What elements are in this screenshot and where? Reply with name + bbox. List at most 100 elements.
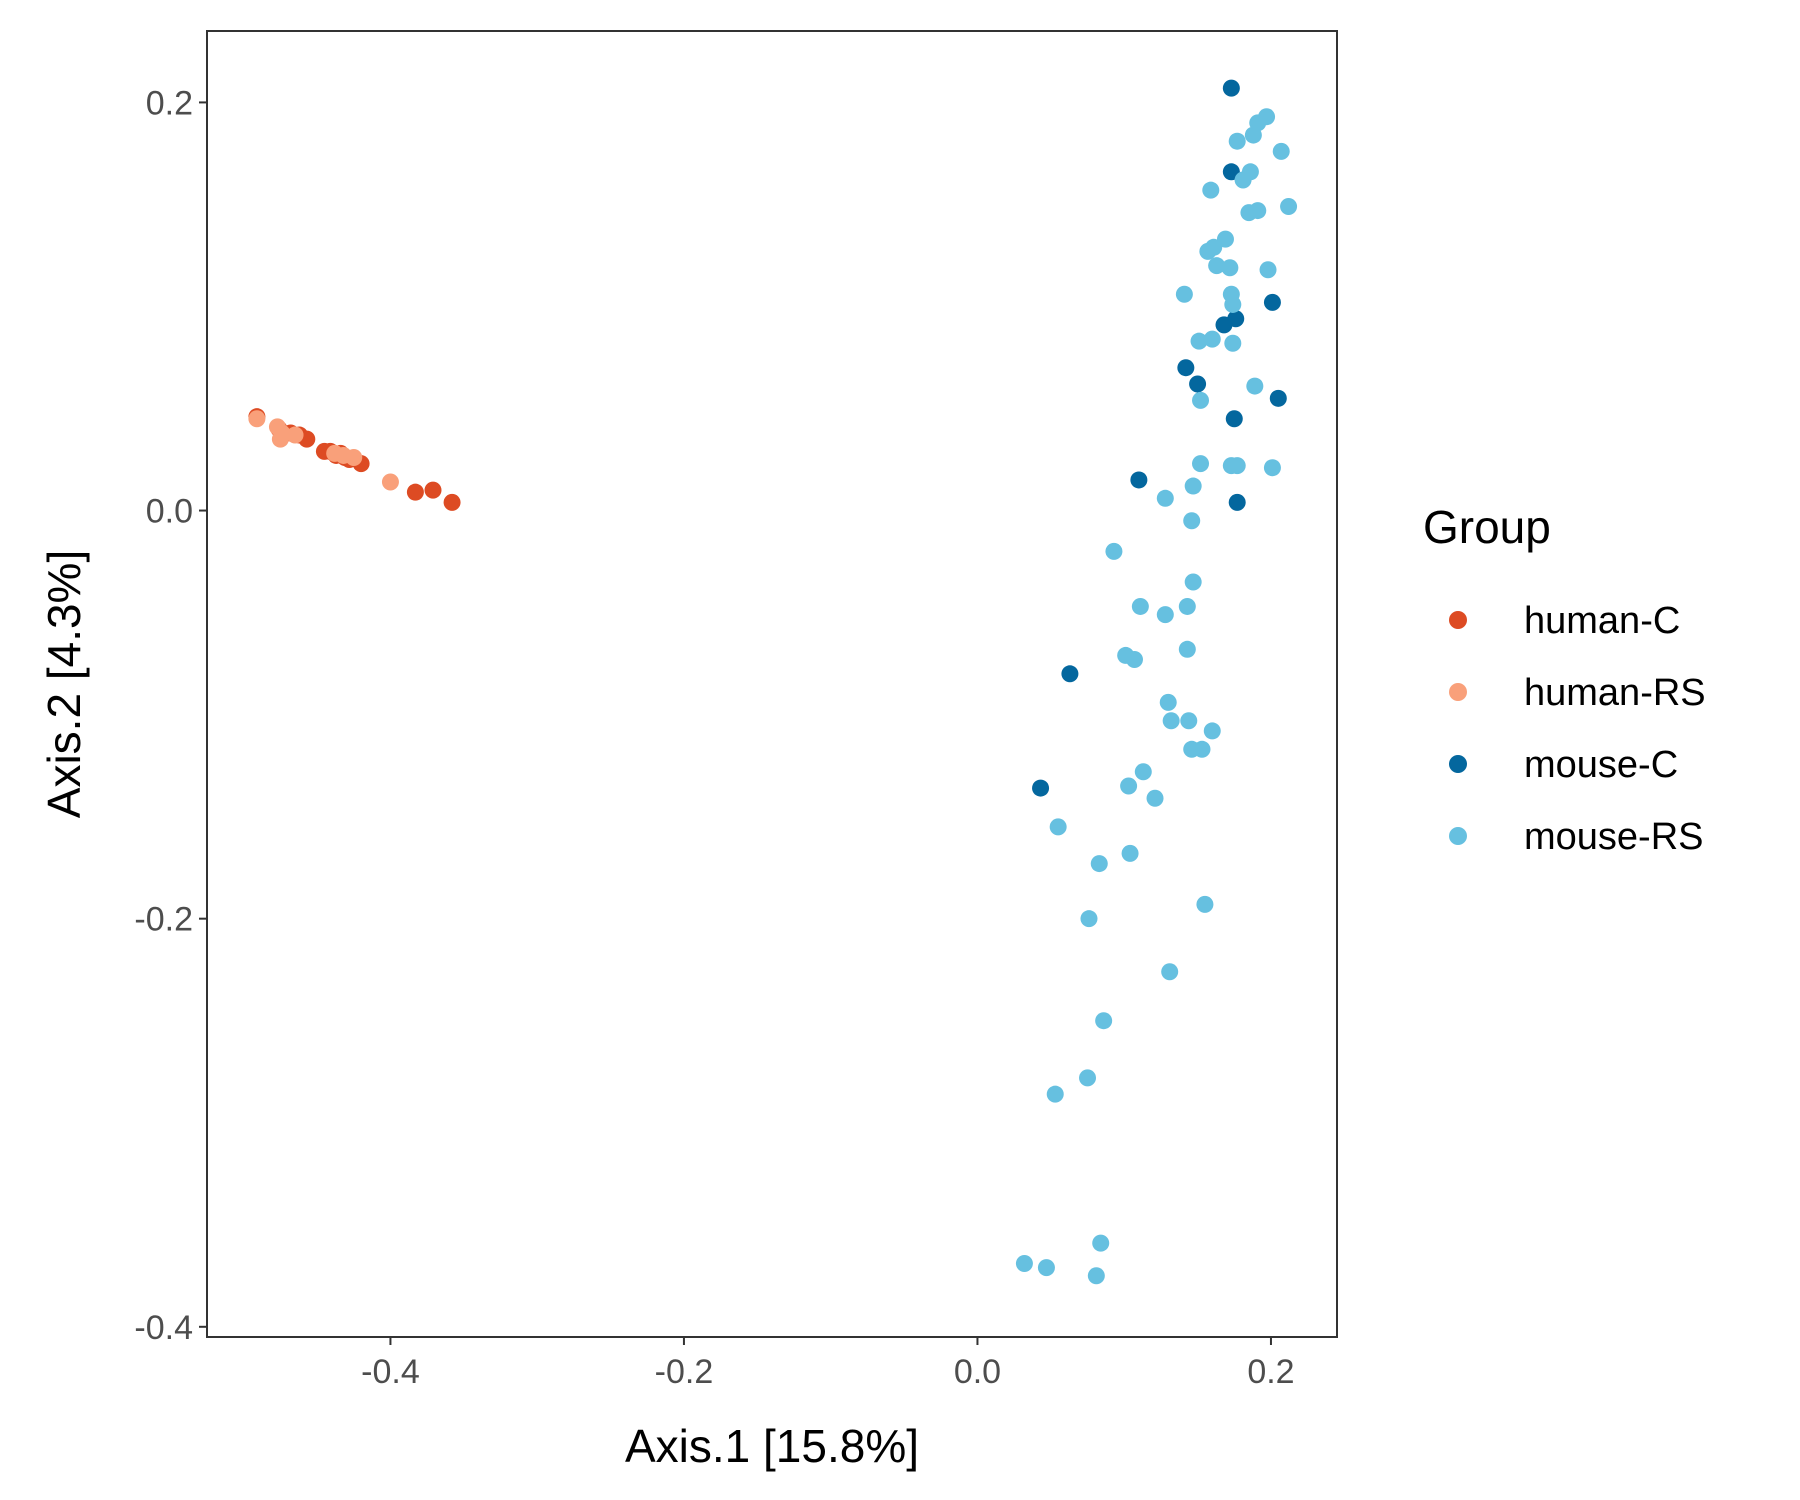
legend: Group human-C human-RS mouse-C mouse-RS bbox=[1423, 501, 1706, 858]
data-point-mouse-RS bbox=[1199, 242, 1217, 260]
data-point-mouse-RS bbox=[1221, 259, 1239, 277]
y-tick-label: -0.4 bbox=[134, 1309, 193, 1347]
data-point-mouse-RS bbox=[1046, 1085, 1064, 1103]
legend-label: human-C bbox=[1524, 600, 1680, 642]
data-point-mouse-RS bbox=[1202, 181, 1220, 199]
legend-key-human-RS bbox=[1449, 683, 1467, 701]
data-point-mouse-RS bbox=[1131, 597, 1149, 615]
legend-label: mouse-C bbox=[1524, 744, 1678, 786]
legend-item-mouse-RS: mouse-RS bbox=[1449, 816, 1704, 858]
data-point-mouse-RS bbox=[1193, 740, 1211, 758]
data-point-mouse-RS bbox=[1184, 573, 1202, 591]
data-point-mouse-RS bbox=[1146, 789, 1164, 807]
y-axis-title: Axis.2 [4.3%] bbox=[38, 550, 90, 818]
data-point-mouse-RS bbox=[1092, 1234, 1110, 1252]
data-point-mouse-RS bbox=[1090, 855, 1108, 873]
x-axis-title: Axis.1 [15.8%] bbox=[625, 1420, 919, 1472]
x-tick-label: -0.2 bbox=[655, 1353, 714, 1391]
data-point-mouse-RS bbox=[1196, 895, 1214, 913]
data-point-mouse-C bbox=[1222, 79, 1240, 97]
data-point-mouse-RS bbox=[1224, 295, 1242, 313]
legend-key-mouse-RS bbox=[1449, 827, 1467, 845]
data-point-mouse-RS bbox=[1244, 126, 1262, 144]
legend-label: mouse-RS bbox=[1524, 816, 1704, 858]
series-mouse-RS bbox=[1015, 108, 1298, 1285]
data-point-mouse-RS bbox=[1192, 391, 1210, 409]
data-point-mouse-RS bbox=[1159, 693, 1177, 711]
legend-title: Group bbox=[1423, 501, 1551, 553]
data-point-mouse-RS bbox=[1156, 489, 1174, 507]
data-point-mouse-RS bbox=[1203, 330, 1221, 348]
data-point-mouse-RS bbox=[1203, 722, 1221, 740]
data-point-mouse-RS bbox=[1259, 261, 1277, 279]
data-point-mouse-RS bbox=[1180, 712, 1198, 730]
data-point-mouse-C bbox=[1215, 316, 1233, 334]
data-point-mouse-C bbox=[1225, 410, 1243, 428]
data-point-mouse-RS bbox=[1190, 332, 1208, 350]
data-point-mouse-RS bbox=[1234, 171, 1252, 189]
y-tick-label: -0.2 bbox=[134, 901, 193, 939]
data-point-human-C bbox=[406, 483, 424, 501]
data-point-mouse-RS bbox=[1228, 457, 1246, 475]
data-point-mouse-RS bbox=[1156, 606, 1174, 624]
data-point-mouse-C bbox=[1228, 493, 1246, 511]
data-point-mouse-RS bbox=[1015, 1255, 1033, 1273]
data-point-mouse-RS bbox=[1080, 910, 1098, 928]
data-point-mouse-RS bbox=[1246, 377, 1264, 395]
data-point-mouse-RS bbox=[1240, 204, 1258, 222]
data-point-human-RS bbox=[345, 448, 363, 466]
x-tick-label: -0.4 bbox=[361, 1353, 420, 1391]
legend-item-human-RS: human-RS bbox=[1449, 672, 1706, 714]
data-point-mouse-RS bbox=[1272, 142, 1290, 160]
data-point-mouse-RS bbox=[1224, 334, 1242, 352]
data-point-mouse-RS bbox=[1087, 1267, 1105, 1285]
series-mouse-C bbox=[1032, 79, 1287, 797]
data-point-mouse-RS bbox=[1228, 132, 1246, 150]
data-point-mouse-RS bbox=[1178, 640, 1196, 658]
data-point-mouse-C bbox=[1189, 375, 1207, 393]
data-point-mouse-RS bbox=[1079, 1069, 1097, 1087]
data-point-mouse-C bbox=[1130, 471, 1148, 489]
data-point-mouse-RS bbox=[1105, 542, 1123, 560]
data-point-human-RS bbox=[381, 473, 399, 491]
data-point-mouse-C bbox=[1269, 389, 1287, 407]
legend-item-human-C: human-C bbox=[1449, 600, 1680, 642]
data-point-mouse-RS bbox=[1134, 763, 1152, 781]
series-human-RS bbox=[248, 410, 399, 491]
data-point-mouse-RS bbox=[1095, 1012, 1113, 1030]
data-point-mouse-RS bbox=[1162, 712, 1180, 730]
data-point-human-RS bbox=[248, 410, 266, 428]
data-point-mouse-RS bbox=[1263, 459, 1281, 477]
plot-panel-border bbox=[206, 30, 1338, 1338]
legend-item-mouse-C: mouse-C bbox=[1449, 744, 1678, 786]
points-layer bbox=[248, 79, 1298, 1285]
legend-key-mouse-C bbox=[1449, 755, 1467, 773]
x-tick-label: 0.0 bbox=[954, 1353, 1001, 1391]
data-point-human-RS bbox=[273, 424, 291, 442]
data-point-mouse-C bbox=[1061, 665, 1079, 683]
y-tick-label: 0.2 bbox=[146, 84, 193, 122]
data-point-mouse-RS bbox=[1280, 197, 1298, 215]
data-point-mouse-RS bbox=[1175, 285, 1193, 303]
data-point-mouse-RS bbox=[1125, 651, 1143, 669]
y-axis: -0.4 -0.2 0.0 0.2 bbox=[134, 84, 207, 1347]
data-point-human-C bbox=[424, 481, 442, 499]
x-tick-label: 0.2 bbox=[1247, 1353, 1294, 1391]
data-point-mouse-RS bbox=[1037, 1259, 1055, 1277]
y-tick-label: 0.0 bbox=[146, 493, 193, 531]
data-point-human-C bbox=[443, 493, 461, 511]
data-point-human-RS bbox=[286, 426, 304, 444]
x-axis: -0.4 -0.2 0.0 0.2 bbox=[361, 1337, 1295, 1391]
legend-key-human-C bbox=[1449, 611, 1467, 629]
data-point-mouse-C bbox=[1177, 359, 1195, 377]
data-point-mouse-RS bbox=[1161, 963, 1179, 981]
data-point-mouse-RS bbox=[1178, 597, 1196, 615]
legend-label: human-RS bbox=[1524, 672, 1706, 714]
data-point-mouse-RS bbox=[1192, 455, 1210, 473]
data-point-mouse-RS bbox=[1120, 777, 1138, 795]
data-point-mouse-RS bbox=[1184, 477, 1202, 495]
data-point-mouse-RS bbox=[1049, 818, 1067, 836]
data-point-mouse-C bbox=[1263, 293, 1281, 311]
